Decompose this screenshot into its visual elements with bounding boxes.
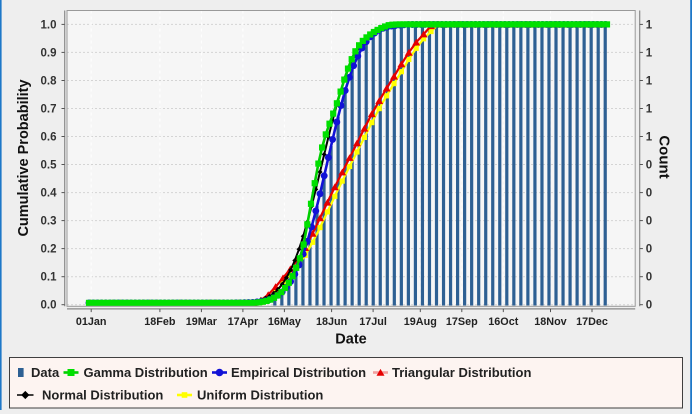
svg-text:1.0: 1.0 bbox=[41, 19, 57, 31]
svg-text:0.3: 0.3 bbox=[41, 216, 57, 228]
svg-text:0: 0 bbox=[646, 188, 652, 200]
svg-text:17Dec: 17Dec bbox=[576, 316, 608, 328]
svg-text:17Jul: 17Jul bbox=[359, 316, 387, 328]
svg-text:Count: Count bbox=[656, 135, 673, 178]
svg-text:0.6: 0.6 bbox=[41, 132, 57, 144]
svg-text:1: 1 bbox=[646, 104, 653, 116]
svg-text:Date: Date bbox=[335, 332, 366, 348]
svg-text:18Nov: 18Nov bbox=[534, 316, 566, 328]
svg-text:Empirical Distribution: Empirical Distribution bbox=[231, 365, 366, 380]
svg-text:19Aug: 19Aug bbox=[404, 316, 437, 328]
svg-text:17Sep: 17Sep bbox=[446, 316, 478, 328]
svg-text:0: 0 bbox=[646, 272, 652, 284]
svg-text:16May: 16May bbox=[268, 316, 301, 328]
svg-text:01Jan: 01Jan bbox=[76, 316, 107, 328]
svg-text:1: 1 bbox=[646, 132, 653, 144]
svg-text:Normal Distribution: Normal Distribution bbox=[42, 388, 163, 403]
svg-text:18Feb: 18Feb bbox=[144, 316, 176, 328]
svg-text:1: 1 bbox=[646, 76, 653, 88]
svg-text:0.0: 0.0 bbox=[41, 300, 57, 312]
svg-text:0.7: 0.7 bbox=[41, 104, 57, 116]
svg-text:0.8: 0.8 bbox=[41, 76, 58, 88]
svg-text:Data: Data bbox=[31, 365, 60, 380]
svg-text:1: 1 bbox=[646, 19, 653, 31]
svg-text:1: 1 bbox=[646, 47, 653, 59]
svg-text:19Mar: 19Mar bbox=[186, 316, 218, 328]
svg-text:0.5: 0.5 bbox=[41, 160, 58, 172]
svg-text:0.2: 0.2 bbox=[41, 244, 57, 256]
svg-text:Gamma Distribution: Gamma Distribution bbox=[84, 365, 208, 380]
svg-text:Triangular Distribution: Triangular Distribution bbox=[392, 365, 531, 380]
svg-text:0.4: 0.4 bbox=[41, 188, 58, 200]
svg-text:0: 0 bbox=[646, 300, 652, 312]
svg-text:0.9: 0.9 bbox=[41, 47, 57, 59]
svg-text:Cumulative Probability: Cumulative Probability bbox=[16, 79, 32, 236]
svg-text:0: 0 bbox=[646, 244, 652, 256]
svg-text:0: 0 bbox=[646, 160, 652, 172]
svg-text:0.1: 0.1 bbox=[41, 272, 58, 284]
svg-text:16Oct: 16Oct bbox=[488, 316, 518, 328]
svg-text:18Jun: 18Jun bbox=[316, 316, 347, 328]
svg-text:17Apr: 17Apr bbox=[228, 316, 259, 328]
svg-text:Uniform Distribution: Uniform Distribution bbox=[197, 388, 323, 403]
svg-text:0: 0 bbox=[646, 216, 652, 228]
